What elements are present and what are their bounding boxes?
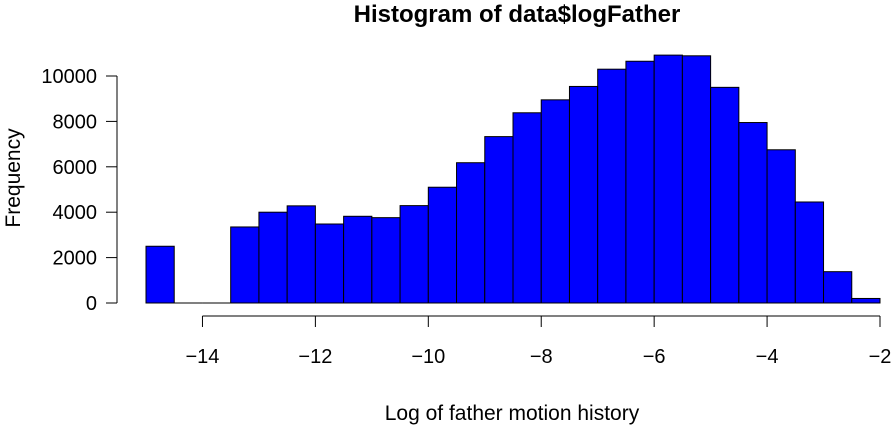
x-tick-label: −14 [185,346,219,368]
histogram-bar [484,136,514,304]
x-tick-label: −4 [756,346,779,368]
histogram-bar [653,54,683,304]
x-tick-label: −8 [530,346,553,368]
y-tick-label: 8000 [53,111,98,133]
x-tick-label: −2 [869,346,892,368]
histogram-bar [427,186,458,304]
histogram-bar [568,85,599,304]
histogram-bar [230,226,260,304]
histogram-bar [314,223,345,304]
x-axis: −14 −12 −10 −8 −6 −4 −2 [185,315,892,368]
histogram-bar [145,245,175,304]
x-axis-label: Log of father motion history [385,402,640,425]
y-axis: 0 2000 4000 6000 8000 10000 [41,66,118,315]
y-tick-label: 6000 [53,157,98,179]
histogram-bar [625,60,655,304]
x-tick-label: −10 [411,346,445,368]
histogram-bar [512,112,542,304]
y-tick-label: 10000 [41,66,97,88]
histogram-bar [681,55,712,304]
x-tick-label: −12 [298,346,332,368]
histogram-bar [851,297,881,304]
histogram-bar [371,217,401,304]
histogram-bar [794,201,825,304]
histogram-bar [286,205,316,304]
chart-title: Histogram of data$logFather [354,1,681,28]
y-tick-label: 4000 [53,202,98,224]
histogram-bar [343,215,373,304]
histogram-bar [258,211,288,304]
histogram-bar [710,86,740,304]
histogram-bar [540,99,570,304]
y-tick-label: 0 [86,293,97,315]
y-tick-label: 2000 [53,248,98,270]
histogram-bar [597,68,627,304]
histogram-bar [738,122,768,304]
y-axis-label: Frequency [2,128,25,228]
histogram-bar [823,271,853,304]
histogram-bar [766,149,796,304]
bars-group [145,54,881,304]
histogram-bar [456,162,486,304]
histogram-bar [399,205,429,304]
x-tick-label: −6 [643,346,666,368]
